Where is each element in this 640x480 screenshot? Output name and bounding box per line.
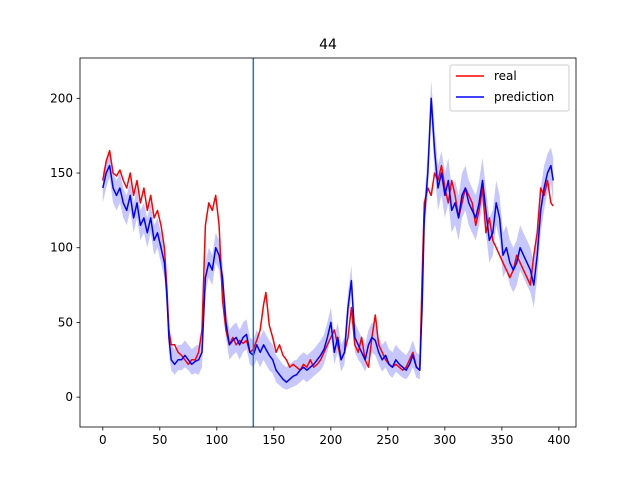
plot-area — [102, 58, 554, 427]
x-tick-label: 50 — [152, 433, 167, 447]
series-line-real — [102, 149, 554, 371]
chart-title: 44 — [319, 37, 337, 53]
y-tick-label: 0 — [65, 390, 73, 404]
legend: real prediction — [449, 64, 570, 112]
y-tick-label: 50 — [58, 315, 73, 329]
y-tick-label: 150 — [50, 166, 73, 180]
x-tick-label: 100 — [205, 433, 228, 447]
legend-label-real: real — [494, 69, 517, 83]
x-tick-label: 200 — [319, 433, 342, 447]
legend-label-prediction: prediction — [494, 90, 554, 104]
prediction-confidence-band — [102, 80, 554, 390]
y-tick-label: 200 — [50, 91, 73, 105]
x-tick-label: 400 — [547, 433, 570, 447]
x-tick-label: 350 — [490, 433, 513, 447]
x-tick-label: 150 — [262, 433, 285, 447]
axes: 0 50 100 150 200 250 300 350 400 0 50 100 150 200 — [50, 57, 577, 447]
x-tick-label: 300 — [433, 433, 456, 447]
series-line-prediction — [102, 97, 554, 383]
plot-series-group — [102, 58, 554, 427]
x-tick-label: 250 — [376, 433, 399, 447]
x-tick-label: 0 — [99, 433, 107, 447]
plot-frame — [79, 57, 577, 428]
y-tick-label: 100 — [50, 241, 73, 255]
